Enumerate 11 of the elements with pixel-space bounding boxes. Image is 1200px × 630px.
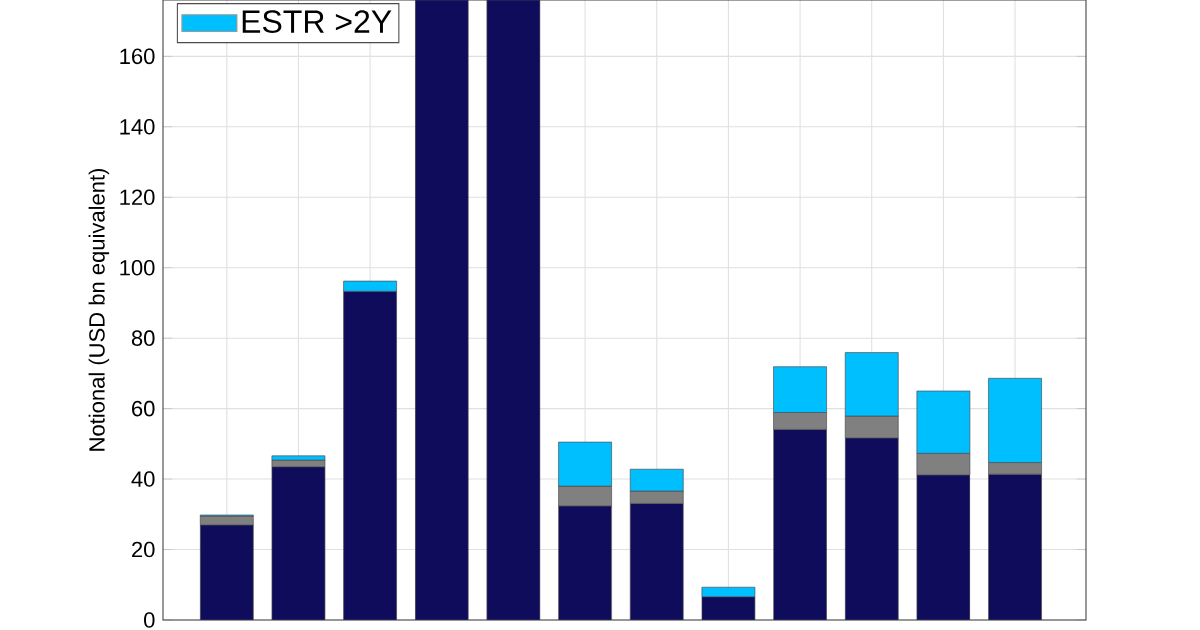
- y-tick-label: 0: [144, 612, 155, 628]
- y-tick-label: 120: [120, 189, 155, 206]
- y-tick-label: 20: [132, 541, 155, 558]
- y-tick-label: 40: [131, 471, 155, 487]
- y-tick-label: 160: [120, 48, 155, 65]
- legend-label: ESTR >2Y: [242, 10, 392, 33]
- y-tick-label: 80: [131, 330, 155, 346]
- y-tick-label: 60: [132, 400, 155, 417]
- y-tick-label: 140: [120, 119, 155, 135]
- y-tick-label: 100: [120, 259, 155, 276]
- y-axis-title: Notional (USD bn equivalent): [88, 168, 110, 451]
